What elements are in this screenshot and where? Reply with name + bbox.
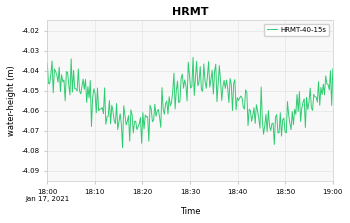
HRMT-40-15s bbox=[57, 66, 61, 68]
Legend: HRMT-40-15s: HRMT-40-15s bbox=[264, 24, 329, 35]
HRMT-40-15s bbox=[143, 114, 147, 116]
Title: HRMT: HRMT bbox=[172, 7, 208, 17]
HRMT-40-15s bbox=[331, 68, 335, 70]
Line: HRMT-40-15s: HRMT-40-15s bbox=[47, 57, 333, 148]
X-axis label: Time: Time bbox=[180, 207, 200, 216]
HRMT-40-15s bbox=[91, 96, 95, 98]
HRMT-40-15s bbox=[313, 96, 317, 98]
Y-axis label: water-height (m): water-height (m) bbox=[7, 65, 16, 136]
HRMT-40-15s bbox=[64, 70, 69, 73]
HRMT-40-15s bbox=[120, 146, 125, 149]
HRMT-40-15s bbox=[45, 62, 49, 65]
HRMT-40-15s bbox=[191, 56, 195, 59]
HRMT-40-15s bbox=[236, 99, 240, 102]
